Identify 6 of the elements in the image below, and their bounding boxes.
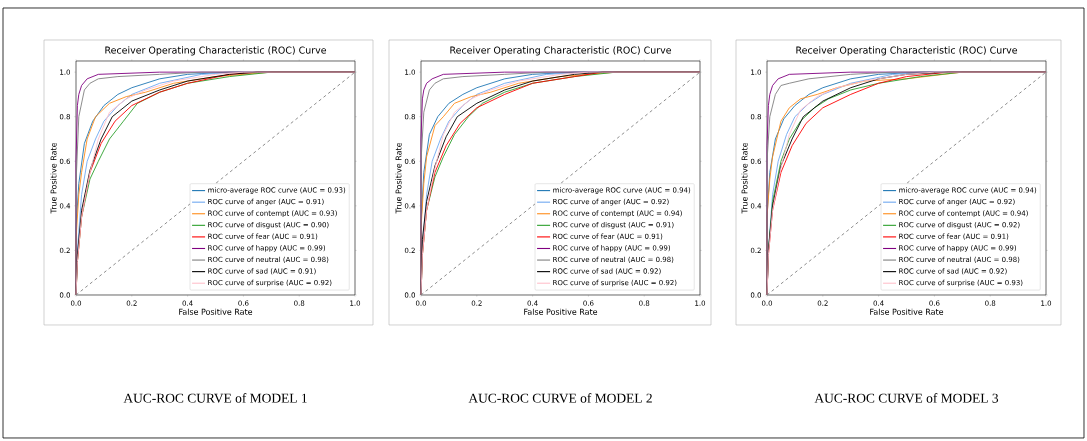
chart-title: Receiver Operating Characteristic (ROC) Curve (796, 46, 1018, 56)
chart-title: Receiver Operating Characteristic (ROC) Curve (105, 46, 327, 56)
text: AUC-ROC CURVE of MODEL 3 (814, 393, 999, 403)
chart-title: Receiver Operating Characteristic (ROC) Curve (450, 46, 672, 56)
text: AUC-ROC CURVE of MODEL 1 (123, 393, 307, 403)
text: AUC-ROC CURVE of MODEL 2 (468, 393, 652, 403)
